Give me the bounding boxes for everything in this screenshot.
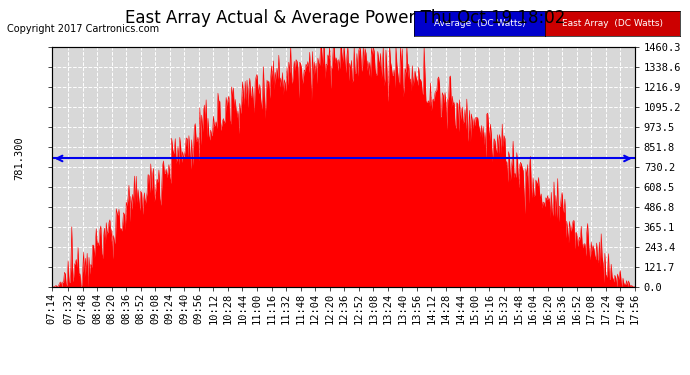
Text: East Array  (DC Watts): East Array (DC Watts) — [562, 19, 663, 28]
Text: East Array Actual & Average Power Thu Oct 19 18:02: East Array Actual & Average Power Thu Oc… — [125, 9, 565, 27]
Text: Average  (DC Watts): Average (DC Watts) — [434, 19, 525, 28]
Text: Copyright 2017 Cartronics.com: Copyright 2017 Cartronics.com — [7, 24, 159, 34]
Text: 781.300: 781.300 — [14, 136, 25, 180]
